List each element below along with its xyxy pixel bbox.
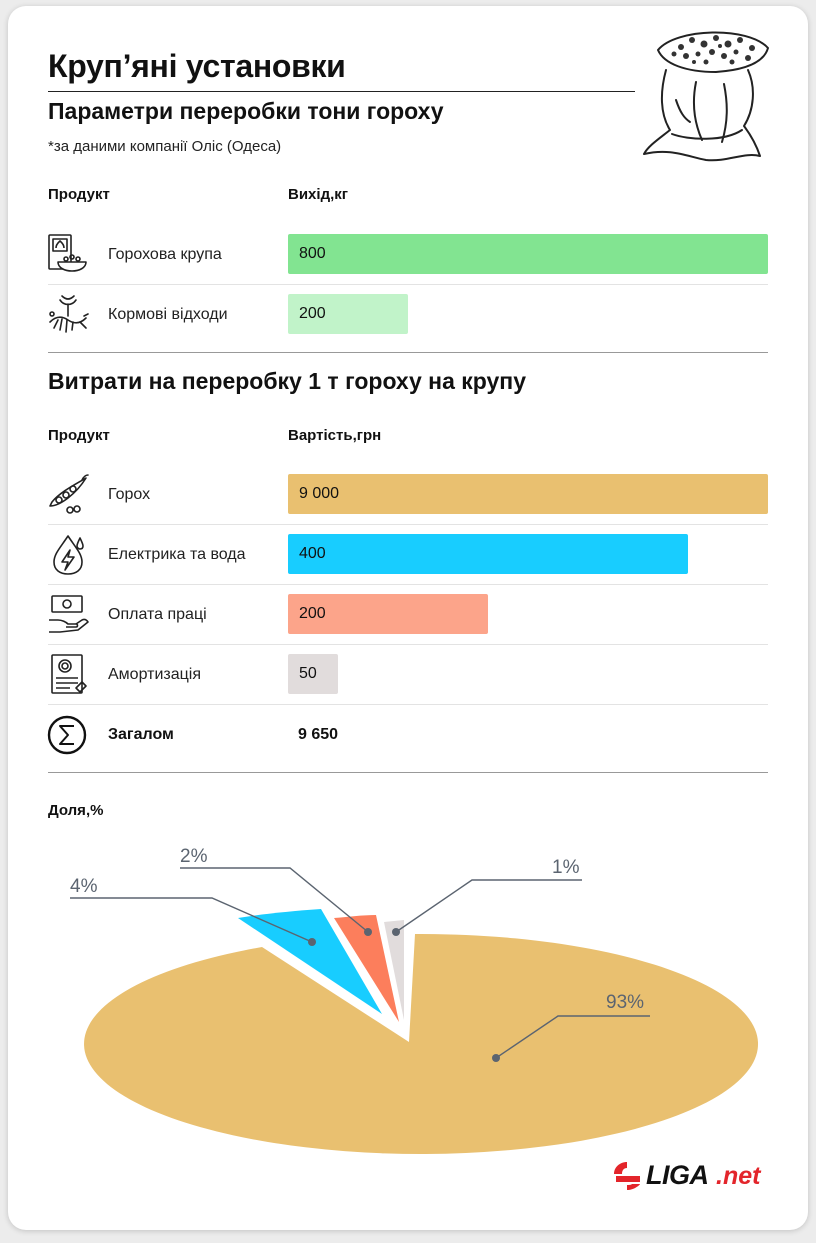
logo-wordmark: LIGA — [646, 1160, 709, 1190]
cost-row-label: Електрика та вода — [108, 546, 246, 563]
salary-hand-icon — [49, 595, 89, 633]
bar-value-label: 800 — [299, 245, 326, 262]
output-row-label: Кормові відходи — [108, 306, 228, 323]
leader-line-1 — [395, 879, 582, 933]
pie-slice-4 — [238, 909, 382, 1014]
bar-value-label: 200 — [299, 605, 326, 622]
leader-dot-1 — [392, 928, 400, 936]
fish-bone-icon — [49, 295, 89, 333]
pie-label-93: 93% — [606, 992, 644, 1013]
total-label: Загалом — [108, 726, 174, 743]
logo-suffix: .net — [716, 1162, 761, 1190]
cost-bar: 400 — [288, 534, 688, 574]
cost-section-title: Витрати на переробку 1 т гороху на крупу — [48, 368, 526, 394]
cost-bar: 200 — [288, 594, 488, 634]
section-divider — [48, 772, 768, 773]
document-icon — [51, 654, 87, 694]
cost-col-value: Вартість,грн — [288, 427, 382, 444]
leader-dot-4 — [308, 938, 316, 946]
bar-value-label: 9 000 — [299, 485, 340, 502]
bar-value-label: 50 — [299, 665, 317, 682]
section-divider — [48, 352, 768, 353]
pie-slice-1 — [384, 920, 404, 1020]
water-electricity-icon — [53, 535, 84, 575]
page-subtitle: Параметри переробки тони гороху — [48, 98, 444, 124]
pie-slice-2 — [334, 915, 399, 1022]
pie-label-1: 1% — [552, 857, 580, 878]
share-pie-chart: 4% 2% 1% 93% — [70, 846, 759, 1154]
row-divider — [48, 584, 768, 585]
output-bar: 200 — [288, 294, 408, 334]
source-note: *за даними компанії Оліс (Одеса) — [48, 138, 282, 155]
leader-dot-2 — [364, 928, 372, 936]
bar-value-label: 200 — [299, 305, 326, 322]
leader-line-93 — [495, 1015, 650, 1059]
total-value: 9 650 — [298, 726, 339, 743]
pie-label-4: 4% — [70, 876, 98, 897]
row-divider — [48, 524, 768, 525]
output-bar: 800 — [288, 234, 768, 274]
row-divider — [48, 644, 768, 645]
grain-sack-icon — [643, 31, 769, 162]
bar-value-label: 400 — [299, 545, 326, 562]
leader-dot-93 — [492, 1054, 500, 1062]
pie-label-2: 2% — [180, 846, 208, 867]
row-divider — [48, 284, 768, 285]
share-heading: Доля,% — [48, 802, 104, 819]
leader-line-2 — [180, 867, 369, 933]
output-col-value: Вихід,кг — [288, 186, 349, 203]
cost-col-product: Продукт — [48, 427, 110, 444]
sigma-icon — [47, 715, 87, 755]
cost-bar: 9 000 — [288, 474, 768, 514]
cost-row-label: Горох — [108, 486, 151, 503]
liga-logo: LIGA .net — [612, 1158, 772, 1194]
cost-bar: 50 — [288, 654, 338, 694]
liga-logo-mark-icon — [614, 1162, 640, 1190]
pea-pod-icon — [49, 474, 89, 514]
cost-row-label: Оплата праці — [108, 606, 207, 623]
cereal-bowl-icon — [48, 234, 87, 272]
output-row-label: Горохова крупа — [108, 246, 222, 263]
pie-slice-93 — [84, 933, 759, 1154]
row-divider — [48, 704, 768, 705]
output-col-product: Продукт — [48, 186, 110, 203]
cost-row-label: Амортизація — [108, 666, 201, 683]
leader-line-4 — [70, 897, 313, 943]
page-title: Круп’яні установки — [48, 48, 346, 84]
title-divider — [48, 91, 635, 92]
